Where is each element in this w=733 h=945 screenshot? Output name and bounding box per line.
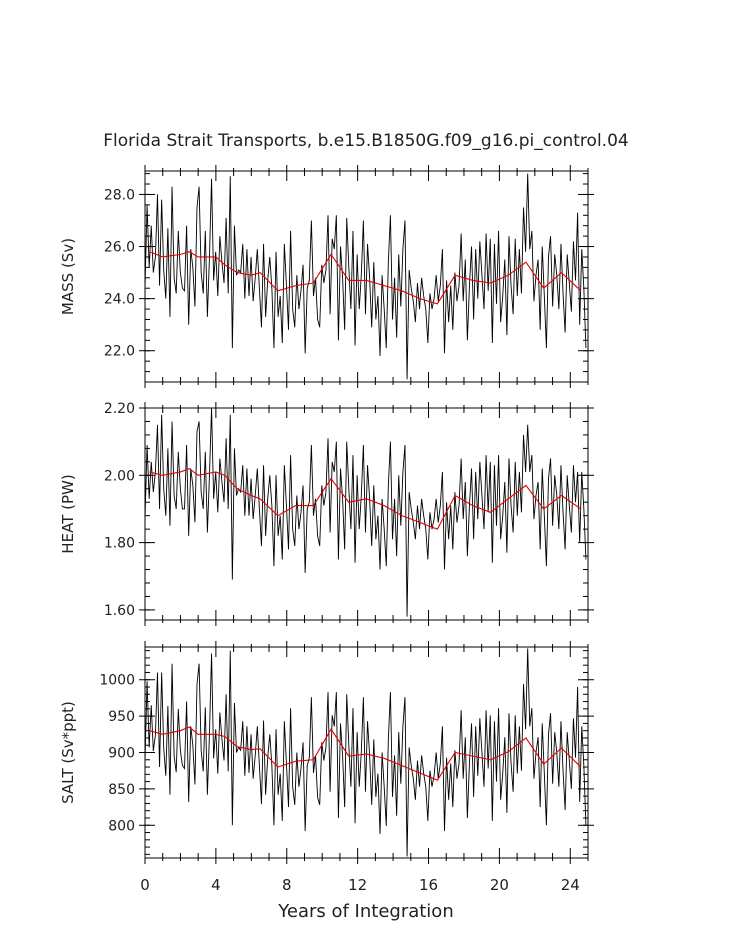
heat-monthly-series-line [144, 407, 587, 617]
x-tick-label: 20 [490, 876, 509, 894]
salt-ytick-label: 950 [108, 709, 135, 725]
mass-ytick-label: 28.0 [104, 187, 135, 203]
mass-ytick-label: 22.0 [104, 344, 135, 360]
x-tick-label: 8 [282, 876, 292, 894]
mass-ytick-label: 26.0 [104, 240, 135, 256]
x-tick-label: 16 [419, 876, 438, 894]
x-tick-label: 4 [211, 876, 221, 894]
heat-ytick-label: 1.80 [104, 536, 135, 552]
salt-ytick-label: 850 [108, 782, 135, 798]
heat-ytick-label: 2.00 [104, 468, 135, 484]
x-axis-label: Years of Integration [277, 901, 453, 922]
x-tick-label: 24 [561, 876, 580, 894]
salt-ytick-label: 900 [108, 746, 135, 762]
salt-ytick-label: 1000 [99, 673, 135, 689]
panels-group: 22.0 24.0 26.0 28.0 MASS (Sv) 1.60 1.80 2.00 2.2… [59, 165, 594, 894]
heat-annual-mean-line [149, 467, 582, 530]
heat-frame [144, 407, 589, 621]
salt-panel: 800 850 900 950 1000 SALT (Sv*ppt) [59, 641, 594, 864]
heat-ytick-label: 1.60 [104, 603, 135, 619]
mass-ytick-label: 24.0 [104, 292, 135, 308]
chart-title: Florida Strait Transports, b.e15.B1850G.… [103, 131, 628, 151]
mass-annual-mean-line [149, 251, 582, 305]
x-tick-label: 0 [140, 876, 150, 894]
salt-monthly-series-line [144, 648, 587, 857]
mass-monthly-series-line [144, 173, 587, 380]
salt-y-axis-label: SALT (Sv*ppt) [59, 701, 77, 804]
mass-y-axis-label: MASS (Sv) [59, 238, 77, 315]
heat-ytick-label: 2.20 [104, 401, 135, 417]
salt-ytick-label: 800 [108, 818, 135, 834]
heat-y-axis-label: HEAT (PW) [59, 474, 77, 553]
salt-annual-mean-line [149, 726, 582, 781]
x-tick-label: 12 [348, 876, 367, 894]
mass-panel: 22.0 24.0 26.0 28.0 MASS (Sv) [59, 165, 594, 388]
heat-panel: 1.60 1.80 2.00 2.20 HEAT (PW) [59, 401, 594, 626]
